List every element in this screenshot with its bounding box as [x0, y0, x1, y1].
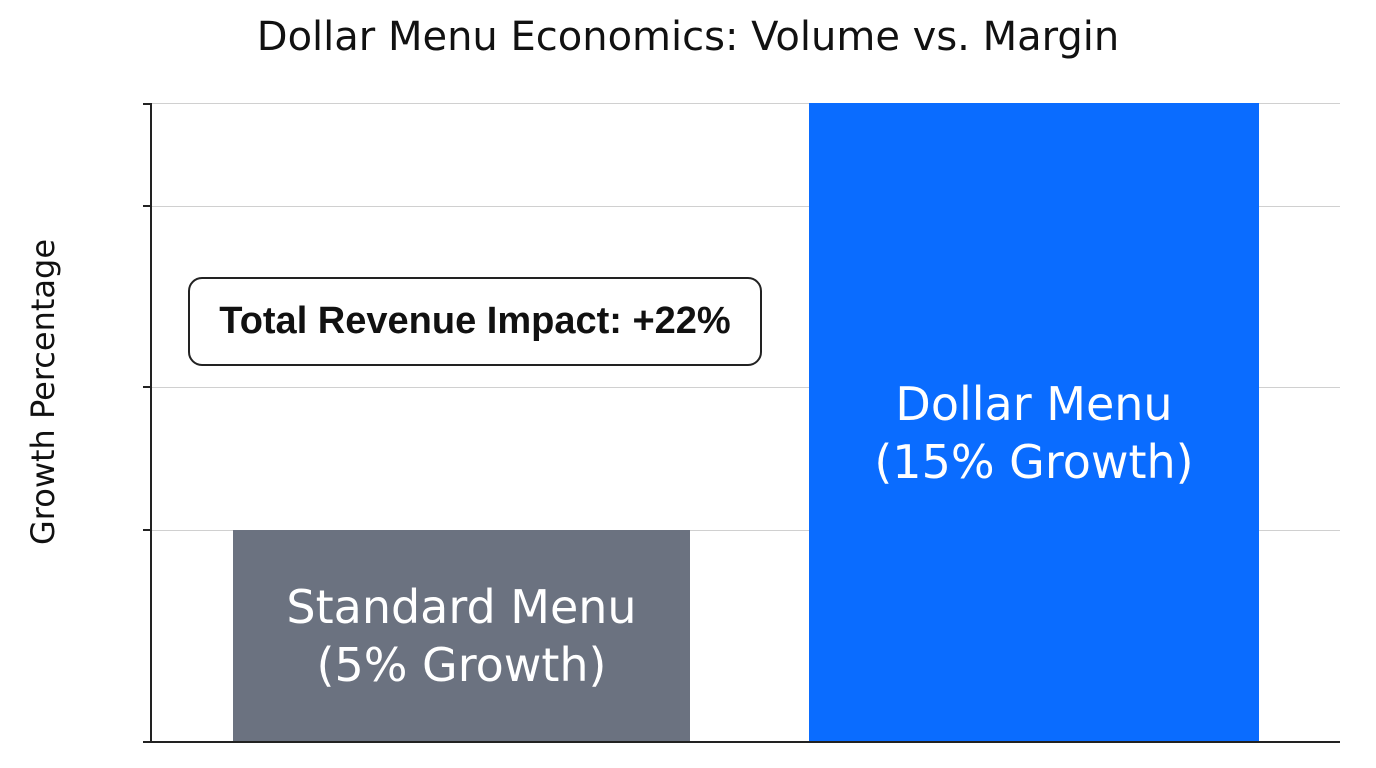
bar-label-line2: (5% Growth) [316, 638, 607, 692]
bar-dollar-menu: Dollar Menu (15% Growth) [809, 103, 1259, 742]
bar-label-line1: Standard Menu [286, 580, 637, 634]
bar-label-line2: (15% Growth) [874, 435, 1194, 489]
bar-standard-menu: Standard Menu (5% Growth) [233, 530, 690, 742]
y-tick [143, 205, 151, 207]
revenue-impact-callout: Total Revenue Impact: +22% [188, 277, 762, 366]
x-axis [143, 741, 1340, 743]
callout-text: Total Revenue Impact: +22% [219, 300, 731, 342]
bar-label-line1: Dollar Menu [895, 377, 1173, 431]
y-tick [143, 529, 151, 531]
gridline [152, 530, 1340, 531]
y-tick [143, 386, 151, 388]
y-tick [143, 103, 151, 105]
y-axis-label: Growth Percentage [24, 238, 62, 546]
y-axis [150, 103, 152, 743]
chart-title: Dollar Menu Economics: Volume vs. Margin [256, 14, 1120, 60]
gridline [152, 103, 1340, 104]
gridline [152, 206, 1340, 207]
gridline [152, 387, 1340, 388]
